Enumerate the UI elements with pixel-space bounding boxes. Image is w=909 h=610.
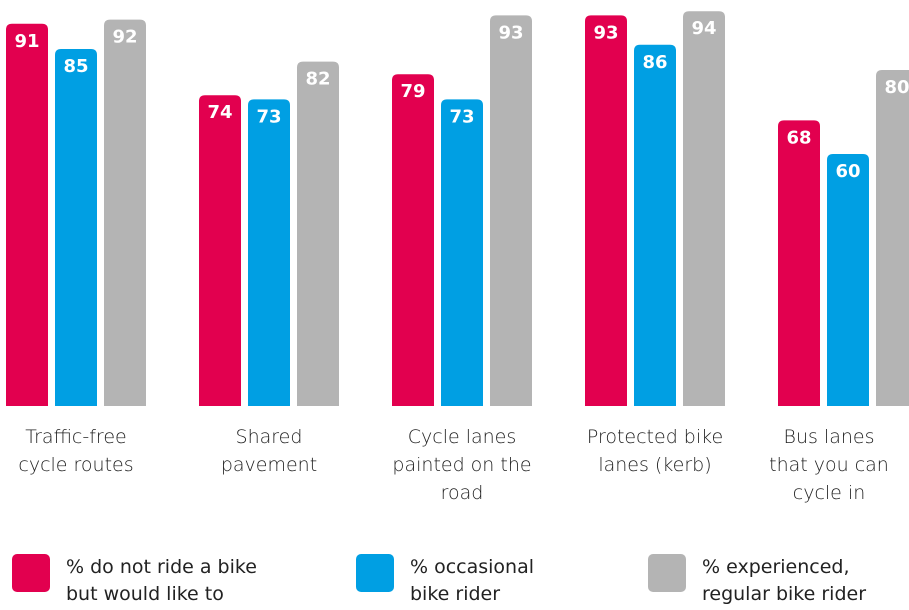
data-label: 92	[112, 27, 137, 48]
category-label-line: that you can	[769, 454, 889, 476]
category-label: Shared pavement	[189, 423, 349, 479]
legend-swatch	[12, 554, 50, 592]
bar	[297, 61, 339, 406]
category-label: Cycle lanes painted on the road	[382, 423, 542, 507]
data-label: 93	[498, 22, 523, 43]
data-label: 68	[786, 127, 811, 148]
bar	[6, 23, 48, 407]
legend-swatch	[356, 554, 394, 592]
category-label: Protected bike lanes (kerb)	[575, 423, 735, 479]
category-label-line: Protected bike	[586, 426, 724, 448]
category-label-line: cycle in	[792, 482, 866, 504]
bar	[104, 19, 146, 406]
bar-group: 74 73 82	[199, 61, 339, 407]
legend-label-line: bike rider	[410, 583, 501, 605]
data-label: 80	[884, 77, 909, 98]
category-label-line: road	[440, 482, 484, 504]
bar	[683, 11, 725, 406]
category-label-line: painted on the	[392, 454, 532, 476]
category-label-line: Shared	[235, 426, 303, 448]
data-label: 85	[63, 56, 88, 77]
bar-group: 79 73 93	[392, 15, 532, 407]
legend-label-line: % occasional	[410, 556, 535, 578]
data-label: 74	[207, 102, 232, 123]
legend-label-line: but would like to	[66, 583, 224, 605]
category-label-line: lanes (kerb)	[598, 454, 712, 476]
data-label: 94	[691, 18, 716, 39]
data-label: 79	[400, 81, 425, 102]
category-label-line: pavement	[220, 454, 318, 476]
legend-label-line: % do not ride a bike	[66, 556, 257, 578]
bar	[827, 154, 869, 406]
bar	[634, 44, 676, 407]
data-label: 60	[835, 161, 860, 182]
data-label: 93	[593, 22, 618, 43]
legend-label-line: regular bike rider	[702, 583, 867, 605]
bar	[441, 99, 483, 407]
category-label-line: Traffic-free	[25, 426, 127, 448]
legend-label: % occasional bike rider	[410, 554, 534, 608]
legend-item: % do not ride a bike but would like to	[12, 554, 257, 608]
data-label: 73	[256, 106, 281, 127]
legend-label-line: % experienced,	[702, 556, 850, 578]
category-label: Bus lanes that you can cycle in	[749, 423, 909, 507]
legend-item: % occasional bike rider	[356, 554, 534, 608]
legend-item: % experienced, regular bike rider	[648, 554, 866, 608]
bar-group: 68 60 80	[778, 70, 909, 407]
bar	[490, 15, 532, 407]
bar	[199, 95, 241, 406]
bar	[248, 99, 290, 407]
bar	[392, 74, 434, 406]
data-label: 91	[14, 31, 39, 52]
legend-label: % experienced, regular bike rider	[702, 554, 866, 608]
bar-group: 93 86 94	[585, 11, 725, 407]
category-label-line: Bus lanes	[783, 426, 875, 448]
legend-swatch	[648, 554, 686, 592]
category-label: Traffic-free cycle routes	[0, 423, 156, 479]
data-label: 82	[305, 69, 330, 90]
bar-group: 91 85 92	[6, 19, 146, 407]
data-label: 73	[449, 106, 474, 127]
bar	[55, 49, 97, 406]
bar	[778, 120, 820, 407]
legend-label: % do not ride a bike but would like to	[66, 554, 257, 608]
bar	[585, 15, 627, 407]
category-label-line: Cycle lanes	[407, 426, 517, 448]
data-label: 86	[642, 52, 667, 73]
category-label-line: cycle routes	[18, 454, 134, 476]
bar	[876, 70, 909, 406]
